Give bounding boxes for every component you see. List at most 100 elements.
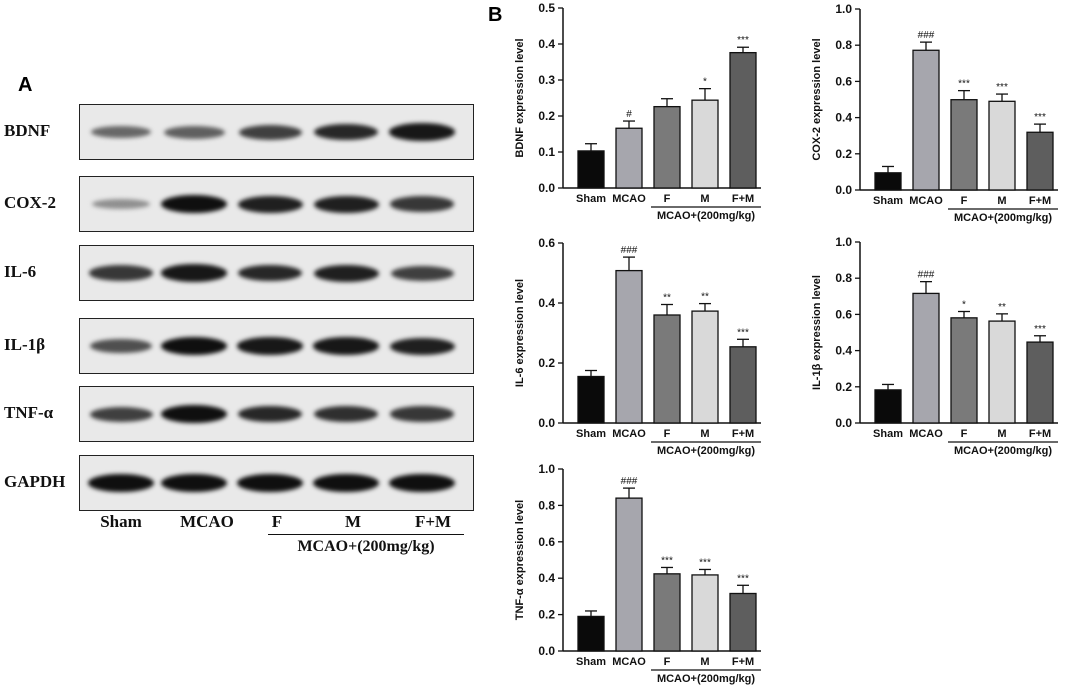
lane-label-m: M	[344, 512, 362, 531]
significance-label: ###	[621, 476, 638, 487]
y-tick-label: 0.4	[538, 37, 555, 51]
lane-label-fm: F+M	[414, 512, 452, 531]
x-tick-label: F	[961, 428, 968, 440]
significance-label: ###	[918, 270, 935, 281]
group-label: MCAO+(200mg/kg)	[657, 210, 755, 222]
y-tick-label: 0.5	[538, 1, 555, 15]
blot-row-label: COX-2	[4, 193, 56, 212]
blot-band	[237, 264, 303, 282]
bar	[615, 497, 643, 652]
blot-band	[313, 264, 379, 282]
significance-label: ###	[621, 245, 638, 256]
x-tick-label: F+M	[732, 193, 754, 205]
x-tick-label: MCAO	[909, 195, 943, 207]
significance-label: ***	[1034, 324, 1046, 335]
y-tick-label: 0.2	[835, 147, 852, 161]
lane-label-sham: Sham	[100, 512, 142, 531]
blot-band	[161, 405, 227, 423]
blot-band	[313, 195, 379, 213]
x-tick-label: M	[700, 428, 709, 440]
blot-band	[237, 195, 303, 213]
y-tick-label: 0.8	[538, 498, 555, 512]
x-tick-label: F+M	[732, 428, 754, 440]
y-tick-label: 0.0	[538, 644, 555, 658]
group-label: MCAO+(200mg/kg)	[657, 673, 755, 685]
blot-band	[313, 123, 379, 141]
y-tick-label: 0.4	[538, 296, 555, 310]
x-tick-label: F	[664, 656, 671, 668]
bar	[1026, 131, 1054, 191]
significance-label: ***	[737, 35, 749, 46]
y-tick-label: 0.0	[538, 416, 555, 430]
blot-strip	[79, 386, 474, 442]
significance-label: ***	[737, 573, 749, 584]
x-tick-label: MCAO	[612, 428, 646, 440]
group-label: MCAO+(200mg/kg)	[657, 445, 755, 457]
significance-label: ***	[699, 557, 711, 568]
x-tick-label: Sham	[873, 428, 903, 440]
significance-label: *	[962, 300, 966, 311]
blot-band	[314, 406, 378, 422]
x-tick-label: F+M	[1029, 195, 1051, 207]
group-underline	[268, 534, 464, 535]
group-label: MCAO+(200mg/kg)	[297, 538, 435, 555]
group-label: MCAO+(200mg/kg)	[954, 445, 1052, 457]
panel-b-letter: B	[488, 4, 503, 26]
bar	[1026, 341, 1054, 424]
blot-band	[90, 339, 152, 353]
group-label: MCAO+(200mg/kg)	[954, 212, 1052, 224]
y-tick-label: 0.6	[835, 307, 852, 321]
blot-band	[390, 265, 454, 281]
blot-band	[237, 337, 303, 355]
y-tick-label: 1.0	[538, 462, 555, 476]
y-axis-label: COX-2 expression level	[811, 38, 823, 160]
bar	[729, 51, 757, 189]
x-tick-label: MCAO	[612, 193, 646, 205]
blot-band	[390, 406, 454, 422]
significance-label: ***	[1034, 112, 1046, 123]
y-axis-label: TNF-α expression level	[514, 500, 526, 620]
bar	[577, 615, 605, 652]
bar	[577, 375, 605, 424]
x-tick-label: F+M	[1029, 428, 1051, 440]
x-tick-label: F	[664, 193, 671, 205]
y-tick-label: 0.2	[538, 608, 555, 622]
significance-label: ###	[918, 30, 935, 41]
blot-row-label: BDNF	[4, 121, 51, 140]
bar	[691, 574, 719, 652]
lane-label-mcao: MCAO	[180, 512, 234, 531]
y-tick-label: 0.2	[538, 356, 555, 370]
x-tick-label: M	[700, 193, 709, 205]
x-tick-label: F+M	[732, 656, 754, 668]
blot-band	[389, 474, 455, 492]
blot-band	[313, 474, 379, 492]
bar	[691, 310, 719, 424]
blot-band	[161, 195, 227, 213]
blot-strip	[79, 245, 474, 301]
bar	[950, 317, 978, 424]
panel-a-letter: A	[18, 74, 33, 96]
y-tick-label: 0.6	[538, 236, 555, 250]
bar	[988, 320, 1016, 424]
blot-band	[89, 265, 153, 281]
bar	[988, 100, 1016, 191]
blot-band	[313, 337, 379, 355]
y-axis-label: IL-1β expression level	[811, 275, 823, 390]
bar	[615, 127, 643, 189]
y-tick-label: 0.1	[538, 145, 555, 159]
y-tick-label: 0.6	[538, 535, 555, 549]
significance-label: **	[663, 293, 671, 304]
significance-label: **	[998, 302, 1006, 313]
bar	[950, 99, 978, 191]
blot-strip	[79, 104, 474, 160]
lane-label-f: F	[271, 512, 283, 531]
blot-band	[89, 406, 153, 422]
x-tick-label: F	[961, 195, 968, 207]
y-tick-label: 1.0	[835, 2, 852, 16]
significance-label: ***	[996, 82, 1008, 93]
blot-band	[161, 474, 227, 492]
y-tick-label: 0.0	[835, 183, 852, 197]
blot-strip	[79, 455, 474, 511]
y-axis-label: BDNF expression level	[514, 38, 526, 157]
blot-strip	[79, 176, 474, 232]
